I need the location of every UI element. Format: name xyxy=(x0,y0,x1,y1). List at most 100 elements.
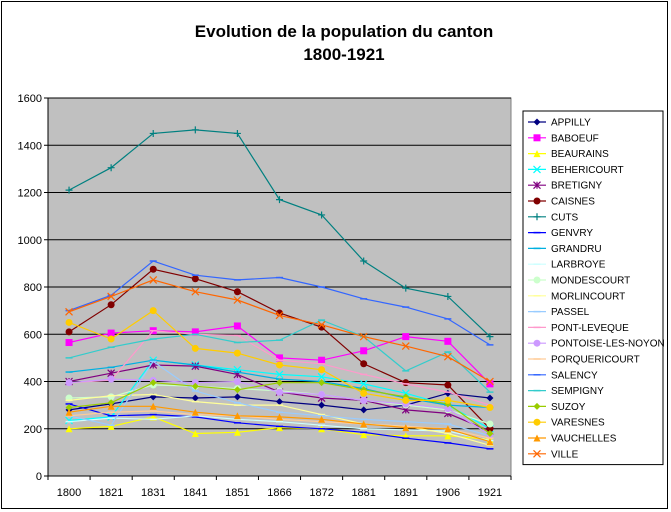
point xyxy=(360,257,368,265)
point xyxy=(486,438,494,446)
point xyxy=(444,405,452,413)
point xyxy=(318,211,326,219)
point xyxy=(533,434,541,442)
point xyxy=(318,415,326,423)
legend-label: MORLINCOURT xyxy=(551,291,625,302)
point xyxy=(533,213,541,221)
point xyxy=(276,424,283,432)
point xyxy=(444,396,452,404)
legend-label: PONT-LEVEQUE xyxy=(551,323,629,334)
legend-label: BABOEUF xyxy=(551,133,599,144)
point xyxy=(107,422,115,430)
point xyxy=(533,276,541,284)
point xyxy=(65,416,73,425)
legend-label: VARESNES xyxy=(551,418,605,429)
y-tick-label: 800 xyxy=(24,282,42,294)
point xyxy=(65,186,73,194)
series-vauchelles xyxy=(65,402,494,446)
point xyxy=(360,406,368,414)
point xyxy=(107,335,115,343)
legend-item: GENVRY xyxy=(528,228,593,239)
point xyxy=(191,408,199,416)
y-tick-label: 1200 xyxy=(18,188,42,200)
point xyxy=(65,339,73,347)
legend-item: MONDESCOURT xyxy=(528,276,630,287)
point xyxy=(191,328,199,336)
point xyxy=(402,284,410,292)
legend-label: CAISNES xyxy=(551,197,595,208)
point xyxy=(401,389,410,398)
legend-item: CAISNES xyxy=(528,197,595,208)
series-suzoy xyxy=(65,379,494,437)
point xyxy=(233,129,241,137)
point xyxy=(107,399,115,407)
legend-label: BEAURAINS xyxy=(551,149,609,160)
y-tick-label: 600 xyxy=(24,329,42,341)
legend-item: PASSEL xyxy=(528,307,590,318)
point xyxy=(444,292,452,300)
point xyxy=(533,134,541,142)
point xyxy=(276,361,283,369)
point xyxy=(65,379,73,387)
point xyxy=(486,380,494,388)
point xyxy=(276,398,283,406)
point xyxy=(533,197,541,205)
point xyxy=(318,366,326,374)
point xyxy=(191,429,199,437)
x-tick-label: 1841 xyxy=(183,487,207,499)
point xyxy=(191,382,199,390)
series-passel xyxy=(65,360,494,437)
legend-item: APPILLY xyxy=(528,118,591,129)
y-tick-label: 200 xyxy=(24,424,42,436)
point xyxy=(533,402,541,410)
legend-item: PONTOISE-LES-NOYON xyxy=(528,339,665,350)
point xyxy=(233,296,242,304)
legend-label: PASSEL xyxy=(551,307,590,318)
point xyxy=(444,381,452,389)
y-tick-label: 1600 xyxy=(18,93,42,105)
series-lines xyxy=(65,126,494,450)
point xyxy=(191,362,200,371)
point xyxy=(402,424,410,432)
legend-label: SALENCY xyxy=(551,370,598,381)
x-tick-label: 1800 xyxy=(57,487,81,499)
point xyxy=(360,396,368,404)
point xyxy=(191,394,199,402)
point xyxy=(444,432,452,440)
point xyxy=(276,354,283,362)
chart-title: Evolution de la population du canton xyxy=(195,22,493,41)
point xyxy=(233,288,241,296)
x-tick-label: 1921 xyxy=(478,487,502,499)
y-tick-label: 0 xyxy=(36,471,42,483)
point xyxy=(359,379,368,388)
point xyxy=(65,328,73,336)
series-baboeuf xyxy=(65,322,494,388)
point xyxy=(149,379,157,387)
legend-label: GRANDRU xyxy=(551,244,602,255)
series-ville xyxy=(65,275,494,386)
point xyxy=(149,275,158,284)
x-tick-label: 1866 xyxy=(267,487,291,499)
point xyxy=(401,342,410,350)
point xyxy=(318,356,326,364)
point xyxy=(276,196,283,204)
point xyxy=(533,449,541,458)
point xyxy=(275,370,284,379)
point xyxy=(486,403,494,411)
point xyxy=(65,318,73,326)
legend-label: LARBROYE xyxy=(551,260,606,271)
point xyxy=(533,339,541,347)
point xyxy=(444,425,452,433)
point xyxy=(65,403,73,411)
legend-item: VARESNES xyxy=(528,418,605,429)
legend-item: PONT-LEVEQUE xyxy=(528,323,629,334)
series-cuts xyxy=(65,126,494,341)
point xyxy=(533,165,541,174)
point xyxy=(65,307,73,316)
legend-label: SEMPIGNY xyxy=(551,386,604,397)
point xyxy=(233,349,241,357)
legend-label: GENVRY xyxy=(551,228,593,239)
point xyxy=(191,344,199,352)
